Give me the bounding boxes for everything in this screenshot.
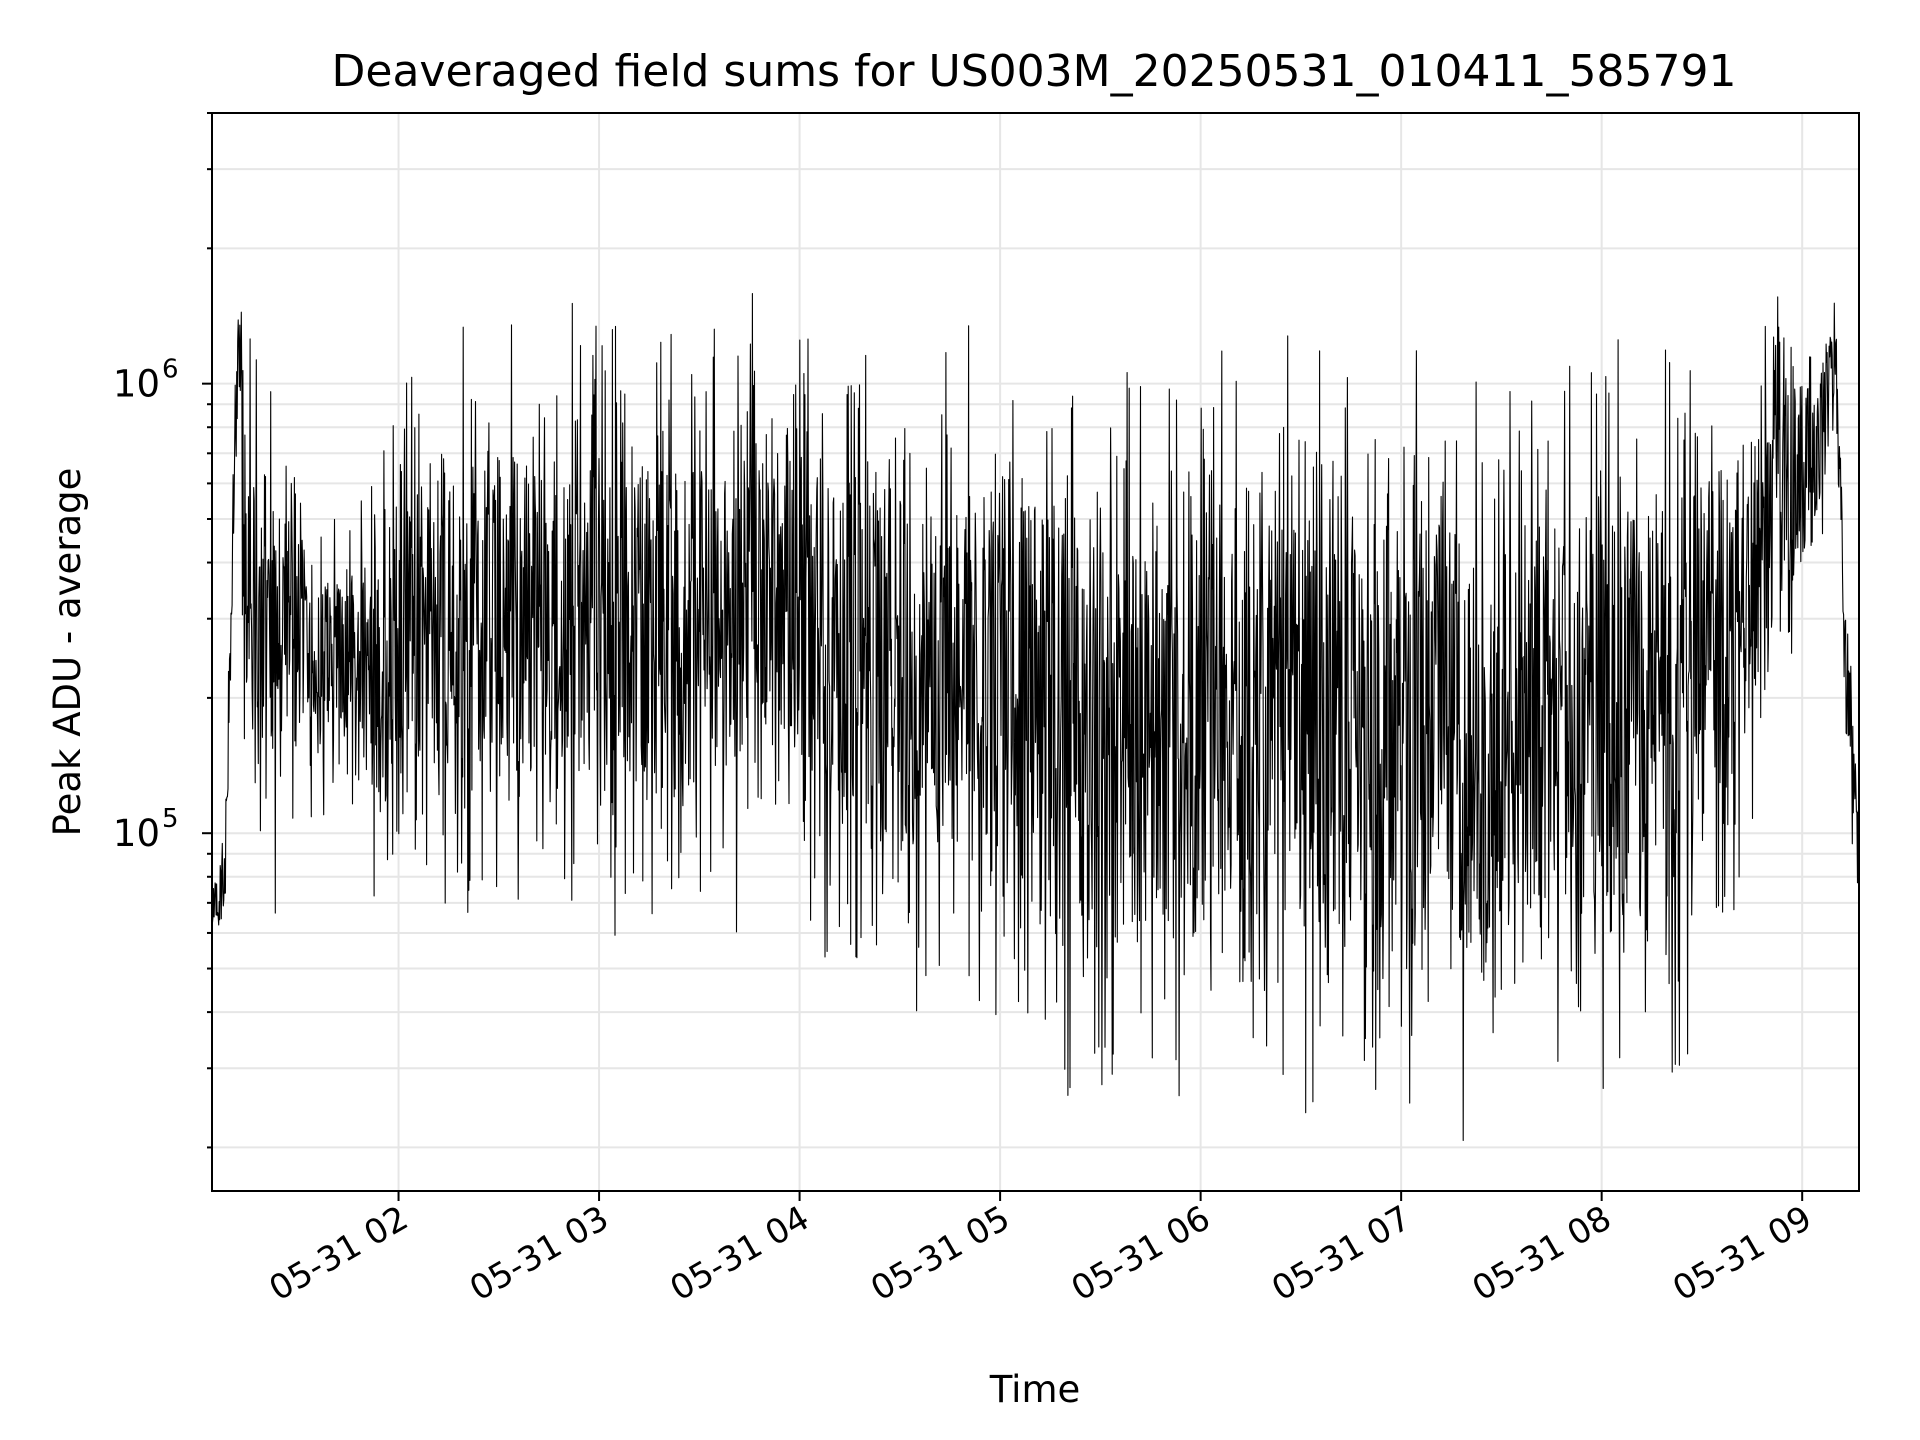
data-layer (211, 293, 1860, 1142)
y-axis-label: Peak ADU - average (46, 468, 89, 837)
y-tick-exponent: 5 (162, 804, 179, 834)
series-line (211, 293, 1860, 1142)
y-tick-base: 10 (113, 812, 160, 855)
y-tick-exponent: 6 (162, 355, 179, 385)
chart-title: Deaveraged field sums for US003M_2025053… (332, 46, 1737, 97)
y-tick-base: 10 (113, 363, 160, 406)
y-tick-label: 10 6 (113, 355, 179, 406)
y-tick-label: 10 5 (113, 804, 179, 855)
grid (212, 112, 1859, 1191)
axes-frame (211, 112, 1860, 1192)
x-axis-label: Time (989, 1368, 1081, 1411)
